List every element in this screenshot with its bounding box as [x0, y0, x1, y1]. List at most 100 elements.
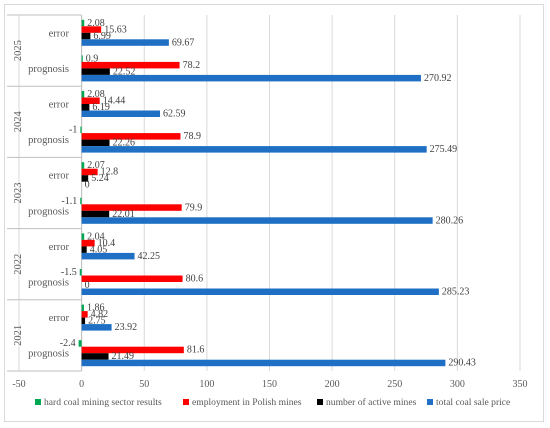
bar-2: [81, 97, 100, 104]
x-tick-label: 150: [262, 379, 277, 390]
data-label: 4.05: [90, 244, 108, 255]
row-category-label: error: [49, 242, 70, 253]
x-tick-label: 200: [325, 379, 340, 390]
bar-3: [81, 139, 110, 147]
legend-swatch: [35, 399, 41, 405]
bar-3: [81, 68, 110, 75]
bar-1: [81, 55, 83, 62]
data-label: 6.19: [92, 102, 110, 113]
data-label: 22.52: [113, 66, 136, 77]
bar-4: [81, 39, 169, 46]
data-label: 280.26: [436, 215, 464, 226]
legend-swatch: [427, 399, 433, 405]
data-label: 4.82: [91, 309, 109, 320]
row-category-label: prognosis: [28, 64, 69, 75]
bar-1: [79, 269, 82, 276]
data-label: 14.44: [103, 96, 126, 107]
bar-2: [81, 311, 88, 318]
data-label: 0: [85, 280, 90, 291]
year-group-label: 2025: [13, 40, 24, 61]
data-label: 15.63: [104, 24, 127, 35]
legend-swatch: [183, 399, 189, 405]
bar-3: [81, 353, 109, 360]
x-tick-label: 250: [387, 379, 402, 390]
data-label: 2.07: [87, 160, 105, 171]
data-label: 80.6: [186, 274, 204, 285]
data-label: 285.23: [442, 287, 470, 298]
chart-frame: -50 0 50 100 150 200 250 300 350 2025 error 2.08 15.…: [4, 4, 544, 422]
data-label: 81.6: [187, 345, 205, 356]
bar-2: [81, 168, 98, 176]
year-group-label: 2023: [13, 183, 24, 204]
bar-1: [81, 91, 85, 98]
bar-1: [81, 162, 85, 169]
data-label: 1.86: [87, 303, 105, 314]
bar-3: [81, 104, 90, 111]
bar-2: [81, 133, 181, 140]
data-label: 6.99: [93, 31, 111, 42]
data-label: 23.92: [115, 322, 138, 333]
row-category-label: prognosis: [28, 206, 69, 217]
row-category-label: prognosis: [28, 349, 69, 360]
legend-label: total coal sale price: [436, 397, 510, 408]
bar-2: [81, 204, 182, 211]
bar-1: [81, 19, 85, 27]
row-category-label: error: [49, 313, 70, 324]
bar-4: [81, 146, 427, 153]
row-category-label: error: [49, 100, 70, 111]
data-label: 2.04: [87, 231, 105, 242]
bar-1: [80, 126, 82, 134]
bar-4: [81, 252, 135, 260]
legend-label: employment in Polish mines: [192, 397, 302, 408]
bar-2: [81, 239, 95, 247]
data-label: 2.08: [87, 18, 105, 29]
bar-3: [81, 175, 89, 182]
legend-label: hard coal mining sector results: [44, 397, 162, 408]
row-category-label: prognosis: [28, 135, 69, 146]
x-tick-label: 50: [139, 379, 149, 390]
data-label: 270.92: [424, 73, 452, 84]
bar-3: [81, 317, 86, 325]
bar-4: [81, 359, 446, 367]
bar-1: [81, 233, 85, 240]
data-label: 69.67: [172, 37, 195, 48]
data-label: 0: [85, 180, 90, 191]
bar-2: [81, 275, 183, 282]
data-label: -1.1: [61, 196, 77, 207]
bar-4: [81, 288, 439, 295]
data-label: 22.26: [113, 138, 135, 149]
year-group-label: 2024: [13, 111, 24, 133]
data-label: 10.4: [98, 238, 116, 249]
data-label: 0.9: [86, 53, 99, 64]
data-label: 2.08: [87, 89, 105, 100]
year-group-label: 2021: [13, 325, 24, 346]
legend-swatch: [317, 399, 323, 405]
legend-label: number of active mines: [326, 397, 417, 408]
data-label: 275.49: [430, 144, 458, 155]
bar-3: [81, 246, 87, 253]
bar-1: [80, 197, 82, 205]
bar-4: [81, 324, 112, 331]
data-label: 12.8: [101, 167, 119, 178]
data-label: 290.43: [448, 358, 476, 369]
x-tick-label: 300: [450, 379, 465, 390]
bar-4: [81, 217, 433, 224]
data-label: 22.01: [112, 209, 135, 220]
row-category-label: error: [49, 171, 70, 182]
bar-2: [81, 346, 184, 354]
bar-4: [81, 74, 421, 82]
bar-3: [81, 32, 91, 40]
data-label: -1.5: [61, 267, 77, 278]
bar-3: [81, 210, 110, 218]
row-category-label: error: [49, 28, 70, 39]
data-label: -2.4: [60, 338, 76, 349]
x-tick-label: 350: [513, 379, 528, 390]
data-label: 79.9: [185, 202, 203, 213]
x-tick-label: 100: [199, 379, 214, 390]
data-label: 62.59: [163, 109, 186, 120]
bar-2: [81, 26, 102, 33]
row-category-label: prognosis: [28, 278, 69, 289]
bar-chart: -50 0 50 100 150 200 250 300 3502025error2.0815.…: [7, 14, 528, 408]
data-label: 42.25: [138, 251, 161, 262]
bar-1: [81, 304, 84, 312]
